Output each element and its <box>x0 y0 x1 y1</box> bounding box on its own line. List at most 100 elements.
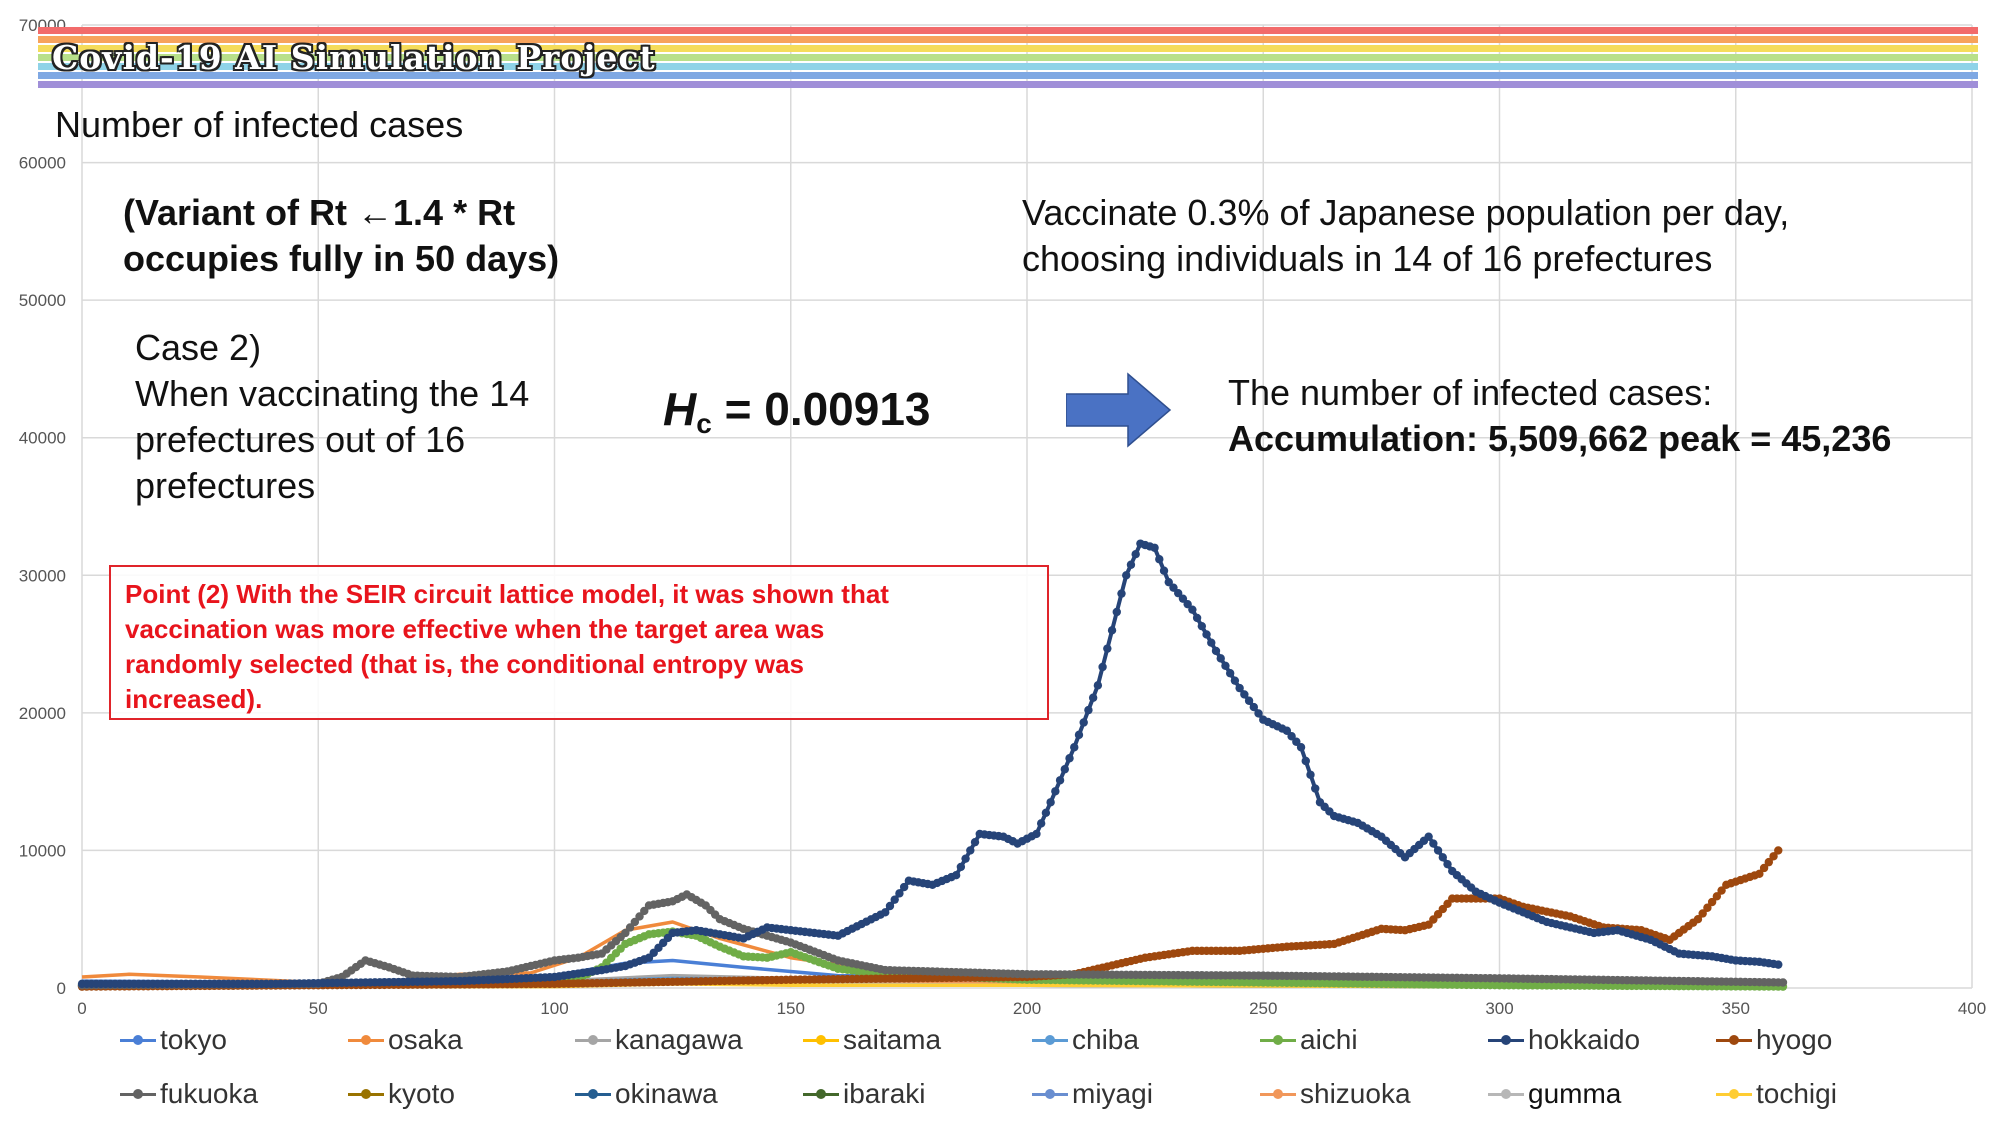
y-tick-label: 0 <box>57 979 66 998</box>
legend-item-aichi: aichi <box>1260 1024 1358 1056</box>
data-point-hokkaido <box>1178 594 1188 603</box>
legend-swatch-icon <box>1716 1088 1752 1100</box>
data-point-hokkaido <box>961 854 970 863</box>
data-point-fukuoka <box>640 906 649 916</box>
legend-item-hyogo: hyogo <box>1716 1024 1832 1056</box>
x-tick-label: 0 <box>77 999 86 1018</box>
hc-symbol: H <box>663 383 697 435</box>
data-point-hokkaido <box>956 862 966 872</box>
legend-swatch-icon <box>348 1088 384 1100</box>
data-point-hokkaido <box>881 908 890 917</box>
legend-swatch-icon <box>120 1088 156 1100</box>
data-point-hyogo <box>1769 852 1778 861</box>
data-point-hokkaido <box>1159 566 1169 575</box>
data-point-hokkaido <box>899 882 909 892</box>
data-point-hyogo <box>1755 869 1764 879</box>
data-point-hyogo <box>1707 897 1717 907</box>
legend-swatch-icon <box>1716 1034 1752 1046</box>
legend-item-osaka: osaka <box>348 1024 463 1056</box>
data-point-hyogo <box>1774 846 1783 855</box>
banner-stripe <box>38 81 1978 88</box>
data-point-hokkaido <box>1240 690 1249 699</box>
legend-item-gumma: gumma <box>1488 1078 1621 1110</box>
data-point-hokkaido <box>1112 607 1121 617</box>
vaccinate-note: Vaccinate 0.3% of Japanese population pe… <box>1022 190 1789 282</box>
legend-label: kyoto <box>388 1078 455 1109</box>
hc-subscript: c <box>696 408 712 439</box>
data-point-fukuoka <box>635 912 644 921</box>
chart-subtitle: Number of infected cases <box>55 104 464 145</box>
x-tick-label: 350 <box>1722 999 1750 1018</box>
data-point-hokkaido <box>951 870 961 880</box>
series-line-hyogo <box>81 849 1780 989</box>
data-point-hokkaido <box>1296 743 1306 752</box>
x-tick-label: 250 <box>1249 999 1277 1018</box>
y-tick-label: 30000 <box>19 566 66 585</box>
data-point-hokkaido <box>1282 726 1292 735</box>
legend-label: gumma <box>1528 1078 1622 1109</box>
y-tick-label: 60000 <box>19 154 66 173</box>
data-point-hokkaido <box>1036 819 1046 828</box>
legend-item-kyoto: kyoto <box>348 1078 455 1110</box>
data-point-hokkaido <box>1107 626 1117 635</box>
legend-swatch-icon <box>803 1034 839 1046</box>
series-hokkaido <box>77 539 1783 989</box>
case-line3: prefectures out of 16 <box>135 419 466 460</box>
data-point-hokkaido <box>1311 784 1320 793</box>
data-point-hokkaido <box>1230 676 1240 685</box>
legend-label: osaka <box>388 1024 463 1055</box>
variant-note-line1: (Variant of Rt ←1.4 * Rt <box>123 192 516 233</box>
data-point-hokkaido <box>1306 770 1315 779</box>
variant-note-line2: occupies fully in 50 days) <box>123 238 560 279</box>
right-arrow-icon <box>1066 372 1172 448</box>
data-point-hokkaido <box>1197 621 1207 631</box>
data-point-hyogo <box>1759 863 1769 873</box>
data-point-hokkaido <box>1774 960 1783 969</box>
legend-swatch-icon <box>575 1034 611 1046</box>
data-point-hokkaido <box>1169 583 1178 592</box>
data-point-hokkaido <box>1433 846 1443 855</box>
legend-label: fukuoka <box>160 1078 259 1109</box>
legend-item-saitama: saitama <box>803 1024 941 1056</box>
legend-label: chiba <box>1072 1024 1139 1055</box>
y-tick-label: 20000 <box>19 704 66 723</box>
data-point-hokkaido <box>1438 853 1448 862</box>
data-point-hokkaido <box>1188 605 1197 614</box>
data-point-hokkaido <box>885 901 895 911</box>
x-tick-label: 100 <box>540 999 568 1018</box>
legend-swatch-icon <box>1488 1034 1524 1046</box>
data-point-hyogo <box>1712 892 1722 901</box>
legend-label: kanagawa <box>615 1024 743 1055</box>
y-tick-label: 10000 <box>19 841 66 860</box>
data-point-hokkaido <box>1216 654 1225 663</box>
legend-swatch-icon <box>1032 1088 1068 1100</box>
data-point-hyogo <box>1693 915 1703 924</box>
legend-swatch-icon <box>348 1034 384 1046</box>
data-point-hokkaido <box>1103 644 1112 653</box>
legend-item-okinawa: okinawa <box>575 1078 718 1110</box>
x-tick-label: 200 <box>1013 999 1041 1018</box>
legend-item-miyagi: miyagi <box>1032 1078 1153 1110</box>
legend-item-ibaraki: ibaraki <box>803 1078 925 1110</box>
data-point-hokkaido <box>1254 709 1263 718</box>
data-point-hokkaido <box>1301 756 1310 766</box>
case-line1: Case 2) <box>135 327 262 368</box>
series-fukuoka <box>77 890 1788 990</box>
banner-title: Covid-19 AI Simulation Project <box>52 38 656 77</box>
data-point-hyogo <box>1764 857 1774 867</box>
data-point-fukuoka <box>621 928 630 938</box>
data-point-hokkaido <box>1443 859 1452 869</box>
data-point-hokkaido <box>1244 696 1254 705</box>
banner-stripe <box>38 63 1978 70</box>
data-point-hokkaido <box>1079 718 1088 727</box>
legend-swatch-icon <box>1260 1034 1296 1046</box>
data-point-hokkaido <box>1287 732 1296 741</box>
legend-swatch-icon <box>575 1088 611 1100</box>
data-point-hokkaido <box>1131 549 1140 559</box>
legend-swatch-icon <box>1488 1088 1524 1100</box>
variant-note: (Variant of Rt ←1.4 * Rt occupies fully … <box>123 190 559 282</box>
data-point-hokkaido <box>1126 560 1136 569</box>
legend-item-shizuoka: shizuoka <box>1260 1078 1411 1110</box>
vaccinate-note-line1: Vaccinate 0.3% of Japanese population pe… <box>1022 192 1790 233</box>
legend-label: miyagi <box>1072 1078 1153 1109</box>
